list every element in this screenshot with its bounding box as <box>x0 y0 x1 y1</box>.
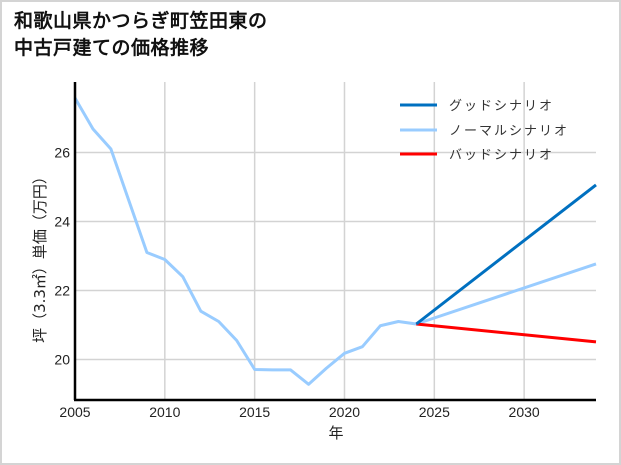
axes <box>73 82 596 402</box>
y-axis-title: 坪（3.3㎡）単価（万円） <box>31 169 49 343</box>
chart-title: 和歌山県かつらぎ町笠田東の 中古戸建ての価格推移 <box>14 8 268 62</box>
gridlines <box>74 82 596 400</box>
y-tick-labels: 20 22 24 26 <box>54 145 70 368</box>
x-tick-labels: 2005 2010 2015 2020 2025 2030 <box>59 404 539 420</box>
x-tick-label: 2005 <box>59 404 90 420</box>
legend-label: グッドシナリオ <box>449 99 554 114</box>
x-axis-title: 年 <box>328 424 343 442</box>
x-tick-label: 2030 <box>509 404 540 420</box>
series-line <box>415 183 597 326</box>
y-tick-label: 24 <box>54 214 70 230</box>
x-tick-label: 2025 <box>419 404 450 420</box>
x-tick-label: 2015 <box>239 404 270 420</box>
chart-title-line-1: 和歌山県かつらぎ町笠田東の <box>14 10 268 32</box>
y-tick-label: 26 <box>54 145 70 161</box>
x-tick-label: 2010 <box>149 404 180 420</box>
series-line <box>416 322 597 344</box>
series-lines <box>73 97 597 386</box>
x-tick-label: 2020 <box>329 404 360 420</box>
series-line <box>73 97 597 386</box>
legend-label: ノーマルシナリオ <box>449 124 569 139</box>
legend-label: バッドシナリオ <box>449 148 554 163</box>
y-tick-label: 22 <box>54 283 70 299</box>
chart-title-line-2: 中古戸建ての価格推移 <box>14 37 210 59</box>
y-tick-label: 20 <box>54 352 70 368</box>
